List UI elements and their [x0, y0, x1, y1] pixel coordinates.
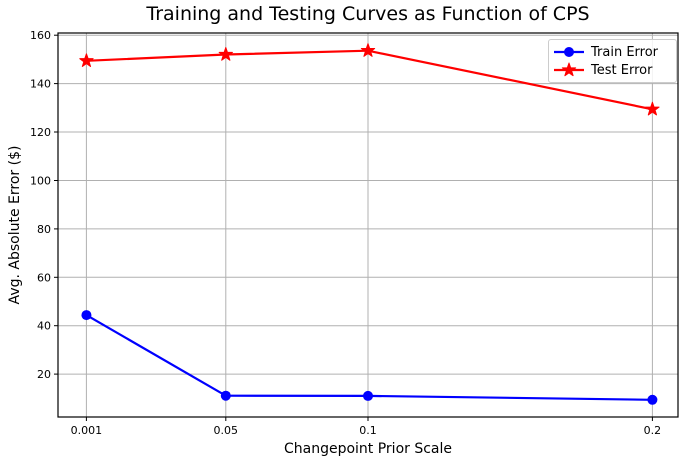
legend-item-test-error: Test Error [554, 62, 670, 79]
train-error-marker [81, 310, 92, 321]
y-tick-label: 60 [37, 271, 51, 284]
test-error-marker [218, 47, 233, 61]
train-error-marker [220, 390, 231, 401]
test-error-marker [79, 53, 94, 68]
y-tick-label: 40 [37, 320, 51, 333]
test-error-legend-marker [561, 62, 577, 77]
x-tick-label: 0.001 [71, 424, 103, 437]
y-tick-label: 120 [30, 126, 51, 139]
test-error-marker [360, 43, 376, 57]
train-error-marker [647, 394, 658, 405]
legend-label-train-error: Train Error [591, 44, 659, 60]
y-tick-label: 80 [37, 223, 51, 236]
y-tick-label: 20 [37, 368, 51, 381]
chart-title: Training and Testing Curves as Function … [146, 3, 590, 25]
legend-label-test-error: Test Error [591, 62, 653, 78]
y-tick-label: 160 [30, 29, 51, 42]
x-tick-label: 0.05 [214, 424, 239, 437]
train-error-legend-marker [564, 47, 574, 57]
legend: Train Error Test Error [548, 39, 677, 83]
legend-item-train-error: Train Error [554, 44, 670, 61]
x-tick-label: 0.1 [359, 424, 377, 437]
y-axis-label: Avg. Absolute Error ($) [7, 145, 23, 305]
test-error-marker [645, 101, 660, 116]
train-error-line [85, 314, 653, 401]
train-error-marker [363, 390, 373, 401]
y-tick-label: 140 [30, 78, 51, 91]
train-error-legend-sample-icon [554, 47, 584, 57]
x-tick-label: 0.2 [644, 424, 662, 437]
test-error-line [86, 49, 653, 111]
y-tick-label: 100 [30, 175, 51, 188]
test-error-legend-sample-icon [554, 62, 584, 77]
x-axis-label: Changepoint Prior Scale [283, 441, 453, 457]
